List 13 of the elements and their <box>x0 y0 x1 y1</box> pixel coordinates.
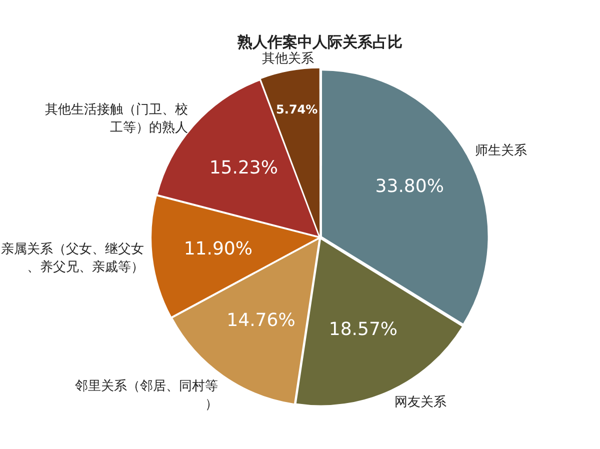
slice-label: 亲属关系（父女、继父女、养父兄、亲戚等） <box>0 242 144 276</box>
data-label: 18.57% <box>328 319 398 340</box>
data-label: 11.90% <box>184 238 252 260</box>
slice-label: 师生关系 <box>475 143 528 158</box>
data-label: 15.23% <box>209 158 278 179</box>
data-label: 5.74% <box>276 102 318 117</box>
slice-label: 网友关系 <box>394 394 447 410</box>
slice-label: 邻里关系（邻居、同村等） <box>74 379 218 412</box>
data-label: 33.80% <box>375 176 444 198</box>
slice-label: 其他关系 <box>262 51 314 66</box>
chart-title: 熟人作案中人际关系占比 <box>236 32 402 51</box>
data-label: 14.76% <box>226 310 296 332</box>
slice-label: 其他生活接触（门卫、校工等）的熟人 <box>44 101 188 136</box>
